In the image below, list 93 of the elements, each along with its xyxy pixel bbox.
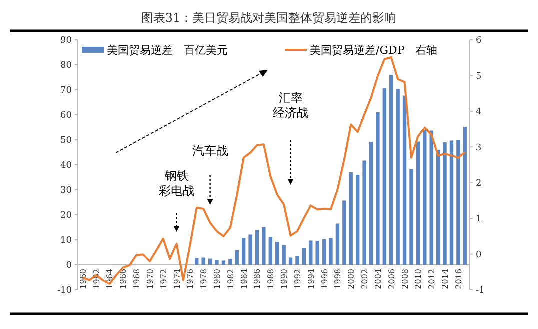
annotation: 经济战	[272, 106, 309, 120]
bar	[235, 250, 239, 265]
x-tick-label: 1990	[280, 269, 290, 290]
bar	[410, 169, 414, 265]
y-tick-label: 20	[60, 211, 72, 222]
x-tick-label: 1996	[320, 269, 330, 290]
y2-tick-label: 6	[476, 36, 482, 46]
bar	[436, 150, 440, 265]
bar	[443, 142, 447, 265]
x-tick-label: 2006	[387, 269, 396, 290]
bar	[296, 256, 300, 265]
bar	[369, 142, 374, 265]
x-tick-label: 1974	[172, 269, 182, 290]
x-tick-label: 1970	[146, 269, 155, 290]
x-tick-label: 2008	[400, 269, 410, 290]
bar	[215, 260, 219, 265]
x-tick-label: 2004	[374, 269, 383, 290]
y-tick-label: 40	[60, 161, 72, 172]
x-tick-label: 1980	[212, 269, 222, 290]
bar	[329, 238, 333, 265]
bar	[362, 160, 366, 265]
y2-tick-label: 1	[476, 214, 482, 225]
bar	[423, 130, 427, 265]
x-tick-label: 1992	[293, 269, 302, 290]
x-tick-label: 2012	[428, 269, 437, 290]
y2-tick-label: 4	[476, 108, 482, 118]
x-tick-label: 2014	[441, 269, 450, 290]
bar	[228, 259, 232, 265]
y-tick-label: -10	[58, 286, 72, 296]
bar	[456, 140, 460, 265]
y-tick-label: 80	[60, 61, 72, 72]
bar	[208, 258, 212, 265]
x-tick-label: 1986	[253, 269, 262, 290]
annotation: 汇率	[278, 91, 303, 105]
y-tick-label: 50	[60, 136, 72, 146]
x-tick-label: 2000	[347, 269, 356, 290]
bar	[376, 112, 380, 265]
legend-label: 美国贸易逆差/GDP 右轴	[310, 44, 438, 57]
bar	[402, 96, 407, 265]
y-tick-label: 60	[60, 111, 72, 122]
bar	[416, 142, 420, 265]
x-tick-label: 2010	[414, 269, 424, 290]
x-tick-label: 1994	[306, 269, 316, 290]
bar	[276, 242, 280, 265]
x-tick-label: 1978	[200, 269, 209, 290]
y2-tick-label: 5	[476, 72, 482, 82]
bar	[302, 248, 306, 265]
x-tick-label: 1966	[119, 269, 128, 290]
x-tick-label: 1982	[226, 269, 236, 290]
y2-tick-label: 2	[476, 179, 482, 190]
x-tick-label: 1998	[334, 269, 343, 290]
bar	[282, 245, 286, 265]
bar	[268, 237, 272, 265]
bar	[248, 234, 252, 265]
y2-tick-label: -1	[476, 286, 485, 296]
chart-title: 图表31：美日贸易战对美国整体贸易逆差的影响	[141, 11, 397, 25]
annotation: 彩电战	[158, 184, 195, 198]
bar	[262, 227, 266, 265]
bar	[202, 258, 206, 265]
bar	[309, 240, 313, 265]
bar	[390, 75, 394, 265]
bar	[242, 238, 246, 265]
x-tick-label: 1968	[132, 269, 142, 290]
bar	[336, 224, 340, 265]
x-tick-label: 1984	[240, 269, 249, 290]
bar	[396, 89, 400, 265]
bar	[255, 230, 260, 265]
x-tick-label: 2002	[360, 269, 370, 290]
bar	[349, 172, 353, 265]
legend-label: 美国贸易逆差 百亿美元	[107, 44, 228, 57]
y-tick-label: 70	[60, 86, 72, 96]
x-tick-label: 2016	[454, 269, 464, 290]
y-tick-label: 30	[60, 186, 72, 196]
y2-tick-label: 0	[476, 250, 482, 260]
bar	[288, 258, 293, 265]
x-tick-label: 1972	[159, 269, 168, 290]
bar	[342, 200, 346, 265]
bar	[195, 258, 199, 265]
bar	[463, 127, 467, 265]
x-tick-label: 1988	[266, 269, 276, 290]
annotation: 汽车战	[192, 144, 228, 158]
annotation: 钢铁	[164, 169, 189, 183]
bar	[430, 130, 434, 265]
bar	[322, 239, 326, 265]
y-tick-label: 10	[60, 236, 72, 246]
x-tick-label: 1976	[186, 269, 196, 290]
bar	[382, 88, 387, 265]
bar	[316, 241, 320, 265]
y-tick-label: 0	[66, 261, 72, 272]
y2-tick-label: 3	[476, 143, 482, 154]
y-tick-label: 90	[60, 36, 72, 46]
bar	[450, 140, 454, 265]
bar	[356, 175, 360, 265]
